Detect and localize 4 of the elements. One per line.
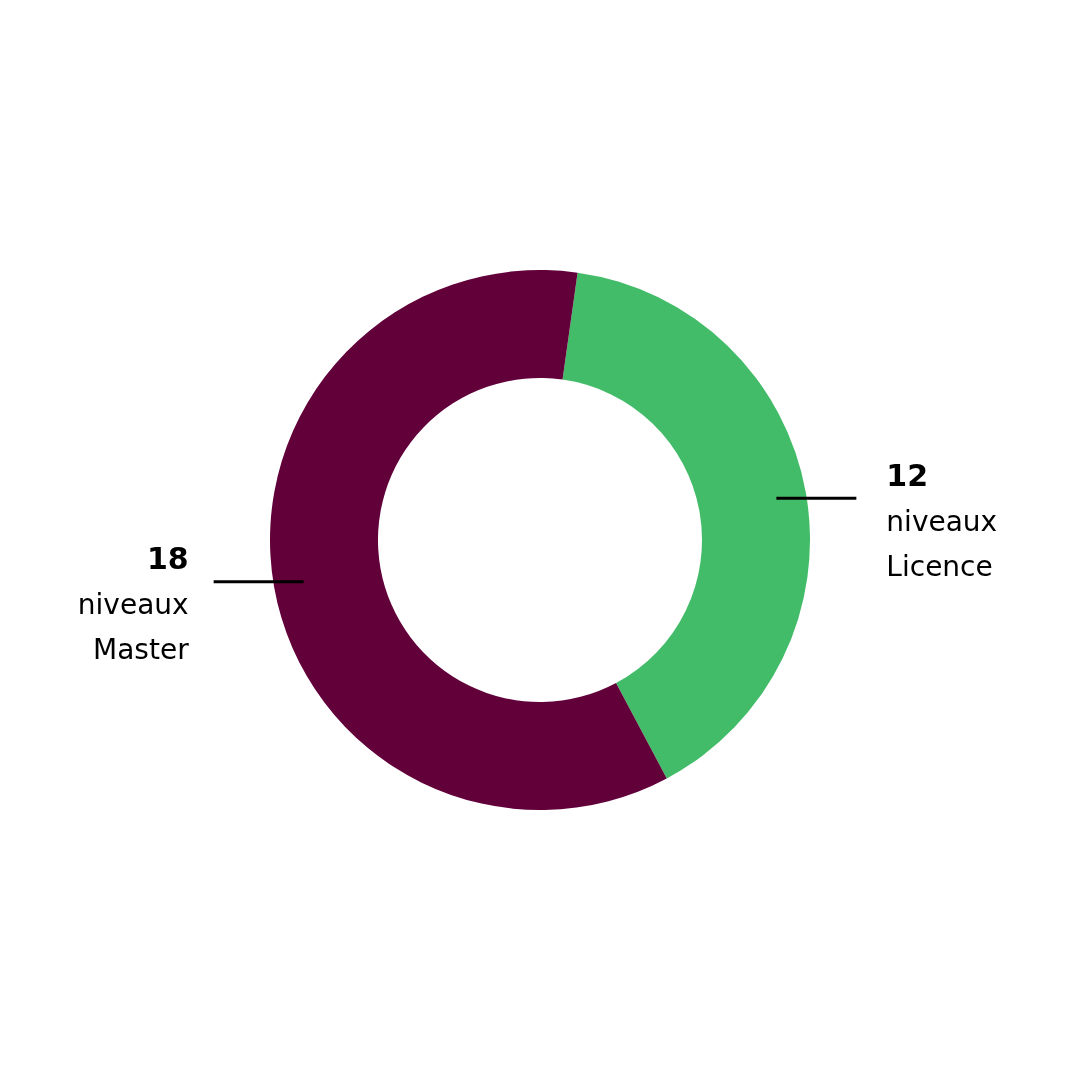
slice-label: niveaux Master bbox=[77, 587, 190, 666]
data-label: 18 bbox=[146, 541, 189, 577]
slice-label: niveaux Licence bbox=[886, 504, 998, 583]
data-label: 12 bbox=[886, 458, 929, 494]
